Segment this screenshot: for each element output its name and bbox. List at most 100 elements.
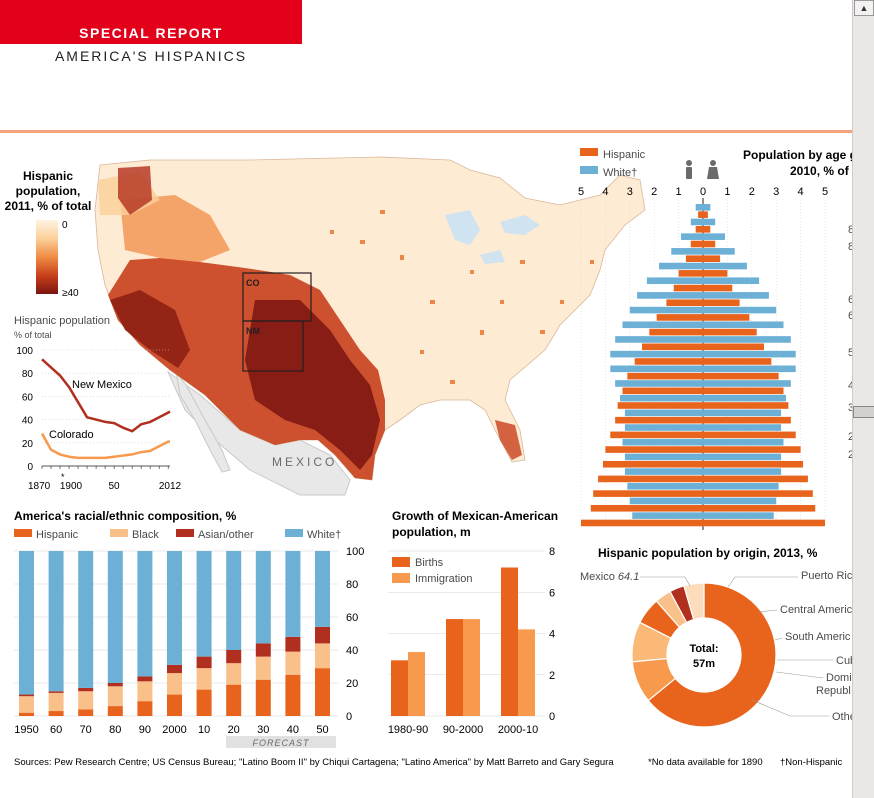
stack-bar-segment-hispanic [48,711,64,716]
pyramid-x-tick: 5 [822,186,828,198]
pyramid-x-tick: 1 [676,186,682,198]
stack-legend-label: Hispanic [36,529,79,541]
line-chart-title: Hispanic population [14,315,110,327]
vertical-scrollbar[interactable] [852,0,874,798]
pyramid-bar-hispanic [581,519,825,527]
line-chart-y-tick: 60 [22,392,34,403]
stack-legend-swatch [285,529,303,537]
stack-legend-swatch [176,529,194,537]
stack-bar-segment-asian-other [196,656,212,669]
pyramid-x-tick: 5 [578,186,584,198]
donut-center-label-1: Total: [689,643,718,655]
pyramid-bar-hispanic [690,240,716,248]
stack-bar-segment-black [78,691,94,710]
stack-bar-segment-black [137,681,153,702]
scrollbar-thumb[interactable] [853,406,874,418]
state-share-line-chart: Hispanic population % of total 0 20 40 60 80… [14,315,182,492]
pyramid-bar-hispanic [617,402,789,409]
great-lakes [445,210,540,264]
line-chart-y-tick: 80 [22,369,34,380]
stack-bar-segment-white [48,551,64,692]
map-title-line-1: Hispanic [23,169,73,183]
stack-bar-segment-white [107,551,123,683]
line-chart-x-label: 1900 [60,481,83,492]
donut-slice-mexico [647,582,777,728]
growth-chart-y-tick: 8 [549,546,555,558]
stack-chart-x-label: 40 [287,724,299,736]
pyramid-bar-white [671,248,735,255]
stack-legend-label: Asian/other [198,529,254,541]
pyramid-bar-white [624,453,782,461]
donut-label: South Americ [785,631,851,643]
donut-leader [727,576,798,588]
pyramid-bar-hispanic [678,270,728,277]
pyramid-bar-white [629,306,777,314]
donut-label: Puerto Ric [801,570,852,582]
stack-chart-y-tick: 20 [346,678,358,690]
pyramid-bar-hispanic [698,211,708,218]
mexico-label: MEXICO [272,455,337,469]
stack-bar-segment-asian-other [78,687,94,692]
pyramid-bar-hispanic [593,490,813,497]
infographic-canvas: CO NM MEXICO Hispanic population, 2011, … [5,148,852,768]
stack-bar-segment-white [167,551,182,665]
stack-chart-bars [19,551,330,716]
donut-slices [631,582,777,728]
pyramid-title: Population by age g [743,148,852,162]
line-chart-y-tick: 100 [16,346,33,357]
donut-title: Hispanic population by origin, 2013, % [598,546,818,560]
stack-chart-grid: 0 20 40 60 80 100 [14,546,364,723]
pyramid-bar-hispanic [602,460,804,468]
scroll-up-arrow-icon[interactable]: ▲ [854,0,874,16]
pyramid-legend-white: White† [603,167,637,179]
pyramid-x-tick: 0 [700,186,706,198]
stack-bar-segment-hispanic [255,679,271,716]
stack-bar-segment-white [226,551,242,650]
report-subtitle: AMERICA'S HISPANICS [54,48,248,64]
pyramid-bar-hispanic [656,314,750,321]
pyramid-x-tick: 3 [773,186,779,198]
donut-label: Othe [832,711,852,723]
stack-bar-segment-asian-other [107,683,123,687]
growth-bar-births [501,567,518,716]
pyramid-bar-hispanic [649,328,757,336]
pyramid-age-label: 4 [848,380,852,392]
stack-bar-segment-black [19,696,34,713]
growth-legend-label: Births [415,557,444,569]
stack-bar-segment-asian-other [285,636,301,652]
growth-legend-swatch [392,557,410,567]
line-series-colorado [40,432,170,460]
stack-chart-legend: Hispanic Black Asian/other White† [14,529,341,541]
county-dots [330,210,594,384]
border-region-dark [245,300,380,470]
pyramid-legend-hispanic-swatch [580,148,598,156]
pyramid-x-tick: 2 [749,186,755,198]
footnote-1890: *No data available for 1890 [648,757,763,768]
stack-bar-segment-hispanic [167,694,182,716]
growth-chart-legend: Births Immigration [392,557,472,585]
line-chart-missing-marker: * [61,472,65,482]
pyramid-x-labels: 5 4 3 2 1 0 1 2 3 4 5 [578,186,828,198]
line-chart-x-label: 2012 [159,481,182,492]
pyramid-age-label: 5 [848,347,852,359]
pyramid-bar-hispanic [622,387,784,395]
stack-bar-segment-asian-other [226,650,242,664]
stack-bar-segment-hispanic [196,689,212,716]
stack-chart-x-label: 50 [316,724,328,736]
stack-legend-swatch [14,529,32,537]
pyramid-bar-white [627,482,779,490]
stack-bar-segment-asian-other [167,664,182,674]
pyramid-x-tick: 1 [724,186,730,198]
stack-bar-segment-white [137,551,153,677]
stack-chart-x-label: 2000 [162,724,186,736]
pyramid-bar-hispanic [627,372,779,380]
stack-chart-y-tick: 80 [346,579,358,591]
mexican-american-growth-chart: Growth of Mexican-American population, m… [388,509,558,736]
male-icon [686,160,692,179]
us-map: CO NM MEXICO [94,156,646,496]
growth-chart-x-label: 1980-90 [388,724,428,736]
map-legend-min: 0 [62,220,68,231]
stack-bar-segment-hispanic [226,684,242,716]
stack-bar-segment-black [48,692,64,712]
growth-legend-label: Immigration [415,573,472,585]
